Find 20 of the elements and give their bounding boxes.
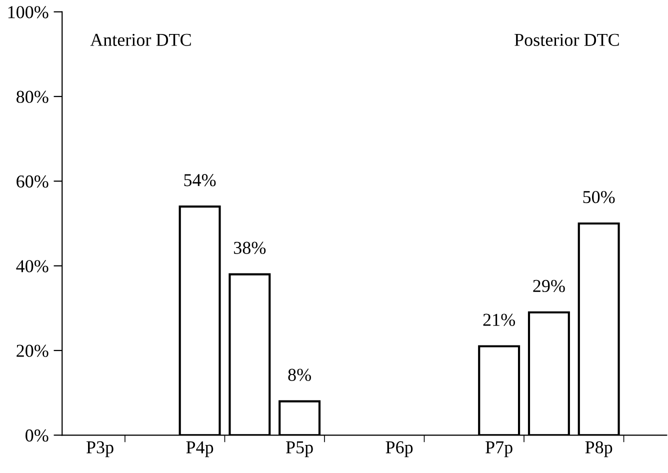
data-label: 38% [234,242,266,254]
annotation: Posterior DTC [514,34,619,46]
y-tick-label: 40% [16,260,48,272]
annotation: Anterior DTC [90,34,191,46]
y-tick-label: 20% [16,344,48,357]
data-label: 54% [184,174,216,186]
x-tick-label: P5p [286,441,313,458]
data-label: 29% [533,280,565,292]
x-tick-label: P6p [386,441,413,458]
data-label: 8% [288,368,311,382]
x-tick-label: P8p [585,441,612,458]
x-tick-label: P4p [186,441,214,458]
x-tick-label: P7p [486,441,512,458]
y-tick-label: 100% [8,6,48,18]
data-label: 50% [583,190,615,204]
x-tick-label: P3p [86,441,114,458]
y-tick-label: 0% [26,429,48,442]
y-tick-label: 80% [16,90,48,103]
data-label: 21% [483,314,515,326]
y-tick-label: 60% [16,175,48,188]
